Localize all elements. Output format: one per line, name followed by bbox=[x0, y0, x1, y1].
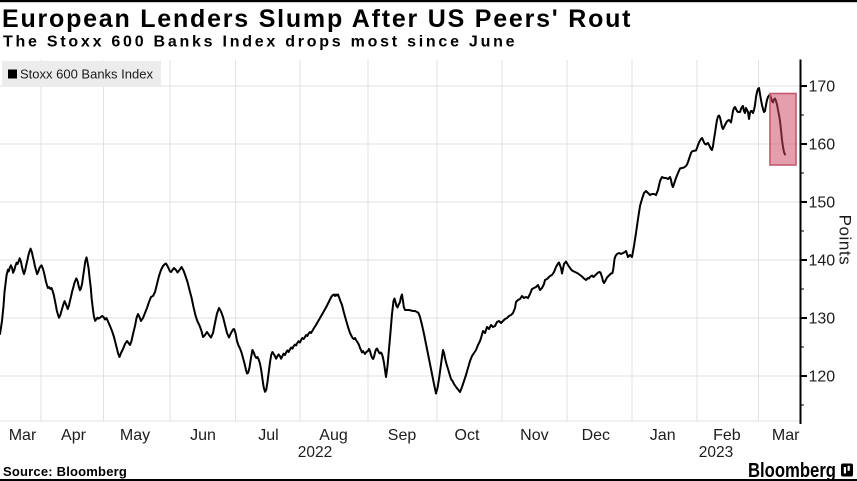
svg-text:2022: 2022 bbox=[298, 444, 332, 461]
svg-text:170: 170 bbox=[809, 79, 836, 96]
svg-text:2023: 2023 bbox=[699, 444, 733, 461]
svg-text:Aug: Aug bbox=[319, 427, 347, 444]
svg-text:Source: Bloomberg: Source: Bloomberg bbox=[3, 464, 127, 479]
svg-text:Bloomberg: Bloomberg bbox=[748, 460, 836, 481]
svg-text:Jan: Jan bbox=[650, 427, 676, 444]
svg-text:European Lenders Slump After U: European Lenders Slump After US Peers' R… bbox=[2, 5, 632, 33]
svg-text:Mar: Mar bbox=[772, 427, 800, 444]
svg-text:Oct: Oct bbox=[455, 427, 480, 444]
svg-text:Nov: Nov bbox=[520, 427, 548, 444]
svg-text:130: 130 bbox=[809, 311, 836, 328]
svg-text:Mar: Mar bbox=[9, 427, 37, 444]
svg-text:Apr: Apr bbox=[61, 427, 87, 444]
svg-text:Stoxx 600 Banks Index: Stoxx 600 Banks Index bbox=[20, 67, 153, 82]
svg-text:140: 140 bbox=[809, 253, 836, 270]
svg-text:Points: Points bbox=[836, 215, 855, 266]
svg-text:Sep: Sep bbox=[388, 427, 417, 444]
svg-text:120: 120 bbox=[809, 369, 836, 386]
svg-text:May: May bbox=[120, 427, 150, 444]
svg-text:160: 160 bbox=[809, 137, 836, 154]
svg-text:Dec: Dec bbox=[582, 427, 610, 444]
svg-text:Jul: Jul bbox=[258, 427, 278, 444]
svg-text:The Stoxx 600 Banks Index drop: The Stoxx 600 Banks Index drops most sin… bbox=[3, 34, 517, 51]
svg-text:Feb: Feb bbox=[713, 427, 741, 444]
svg-text:150: 150 bbox=[809, 195, 836, 212]
svg-text:Jun: Jun bbox=[190, 427, 216, 444]
